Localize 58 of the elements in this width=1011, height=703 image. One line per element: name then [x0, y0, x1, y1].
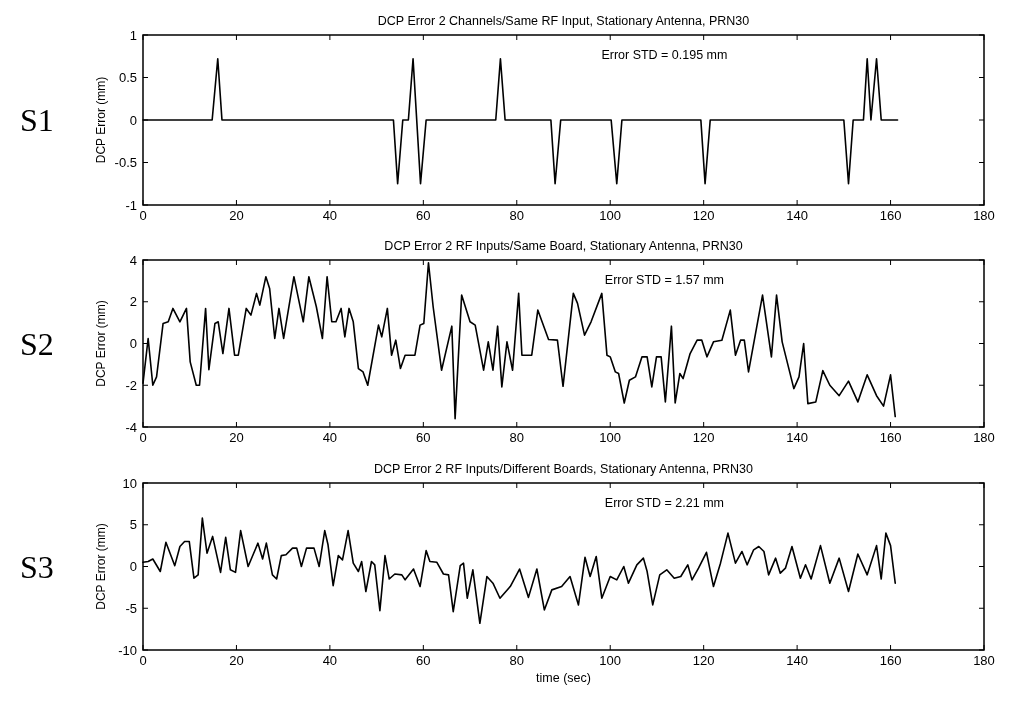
y-tick-label: 10: [122, 475, 137, 491]
y-tick-label: -1: [125, 197, 137, 213]
annotation: Error STD = 0.195 mm: [601, 48, 728, 62]
x-tick-label: 120: [692, 208, 715, 223]
x-tick-label: 180: [973, 208, 995, 223]
y-tick-label: -4: [125, 419, 137, 435]
x-tick-label: 160: [879, 430, 902, 445]
x-tick-label: 20: [229, 653, 244, 668]
x-tick-label: 60: [416, 208, 431, 223]
x-tick-label: 20: [229, 208, 244, 223]
y-axis-title: DCP Error (mm): [94, 76, 108, 164]
x-tick-label: 0: [139, 208, 147, 223]
x-tick-label: 60: [416, 653, 431, 668]
y-tick-label: -5: [125, 600, 137, 616]
chart-title: DCP Error 2 Channels/Same RF Input, Stationary Antenna, PRN30: [377, 14, 750, 28]
text: S1: [20, 102, 54, 138]
x-tick-label: 140: [786, 208, 808, 223]
x-tick-label: 100: [599, 430, 622, 445]
y-axis-title: DCP Error (mm): [94, 300, 108, 387]
chart-title: DCP Error 2 RF Inputs/Different Boards, Stationary Antenna, PRN30: [374, 462, 753, 476]
x-tick-label: 140: [786, 653, 808, 668]
x-tick-label: 180: [973, 653, 995, 668]
annotation: Error STD = 2.21 mm: [604, 496, 724, 510]
y-tick-label: -0.5: [114, 155, 137, 170]
x-tick-label: 0: [139, 430, 147, 445]
y-tick-label: -10: [118, 642, 137, 658]
x-tick-label: 20: [229, 430, 244, 445]
y-tick-label: 0: [129, 112, 137, 128]
y-axis-title: DCP Error (mm): [94, 523, 108, 610]
x-tick-label: 40: [322, 208, 338, 223]
chart-title: DCP Error 2 RF Inputs/Same Board, Stationary Antenna, PRN30: [384, 239, 743, 253]
x-tick-label: 100: [599, 208, 622, 223]
x-tick-label: 80: [509, 430, 525, 445]
x-tick-label: 40: [322, 430, 338, 445]
x-tick-label: 160: [879, 208, 902, 223]
y-tick-label: -2: [125, 377, 137, 393]
x-tick-label: 120: [692, 653, 715, 668]
y-tick-label: 4: [129, 252, 137, 268]
x-tick-label: 80: [509, 208, 525, 223]
x-tick-label: 80: [509, 653, 525, 668]
y-tick-label: 0: [129, 559, 137, 574]
y-tick-label: 2: [129, 294, 137, 310]
x-tick-label: 160: [879, 653, 902, 668]
y-tick-label: 0.5: [118, 70, 137, 85]
annotation: Error STD = 1.57 mm: [604, 273, 724, 287]
y-tick-label: 0: [129, 336, 137, 351]
y-tick-label: 5: [129, 517, 137, 533]
text: S3: [20, 548, 54, 585]
x-tick-label: 180: [973, 430, 995, 445]
y-tick-label: 1: [129, 27, 137, 43]
x-tick-label: 0: [139, 653, 147, 668]
x-axis-title: time (sec): [536, 671, 591, 685]
text: S2: [20, 325, 54, 362]
x-tick-label: 100: [599, 653, 622, 668]
x-tick-label: 140: [786, 430, 808, 445]
x-tick-label: 40: [322, 653, 338, 668]
x-tick-label: 60: [416, 430, 431, 445]
x-tick-label: 120: [692, 430, 715, 445]
